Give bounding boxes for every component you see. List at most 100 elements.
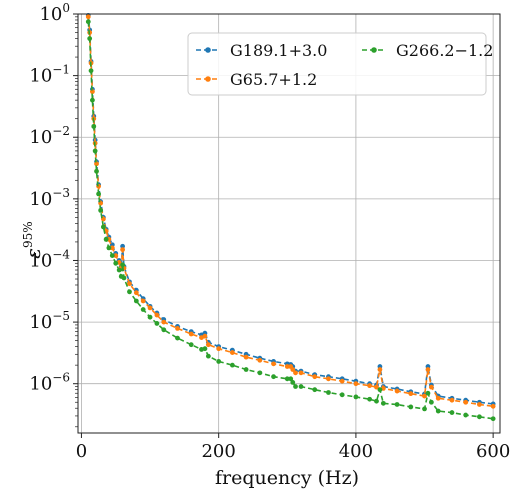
data-point — [435, 395, 441, 401]
data-point — [205, 353, 211, 359]
data-point — [425, 367, 431, 372]
data-point — [216, 346, 222, 352]
y-tick-label: 10−4 — [29, 247, 70, 271]
legend-entry: G266.2−1.2 — [362, 41, 493, 60]
data-point — [339, 392, 345, 398]
data-point — [353, 394, 359, 400]
data-point — [127, 289, 132, 295]
data-point — [121, 275, 127, 281]
data-point — [408, 404, 414, 410]
x-tick-label: 600 — [476, 441, 510, 462]
data-point — [271, 361, 276, 367]
data-point — [243, 367, 249, 372]
data-point — [339, 378, 345, 384]
legend-box — [187, 32, 487, 96]
y-axis-label-symbol: ε — [21, 248, 45, 259]
y-axis-label: ε95% — [21, 221, 45, 258]
data-point — [312, 387, 318, 393]
data-point — [367, 396, 373, 402]
legend-label: G266.2−1.2 — [396, 41, 493, 60]
data-point — [229, 350, 235, 355]
data-point — [216, 359, 222, 364]
data-point — [380, 400, 386, 406]
data-point — [147, 314, 153, 320]
data-point — [103, 236, 109, 242]
data-point — [288, 376, 294, 382]
data-point — [284, 364, 290, 369]
data-point — [175, 335, 180, 341]
data-point — [88, 68, 94, 74]
y-tick-label: 100 — [39, 1, 70, 25]
data-point — [94, 161, 99, 167]
data-point — [229, 362, 235, 368]
data-point — [109, 245, 115, 251]
data-point — [435, 408, 441, 414]
data-point — [293, 370, 298, 376]
data-point — [92, 148, 98, 154]
series-line — [87, 16, 494, 408]
data-point — [394, 402, 400, 407]
data-point — [449, 410, 455, 415]
data-point — [271, 374, 276, 380]
data-point — [326, 376, 331, 382]
data-point — [428, 399, 434, 405]
data-point — [133, 298, 139, 304]
data-point — [425, 390, 431, 396]
data-point — [257, 357, 263, 363]
data-point — [90, 97, 95, 103]
legend-label: G189.1+3.0 — [230, 41, 327, 60]
data-point — [377, 387, 383, 393]
data-point — [120, 243, 125, 249]
data-point — [205, 342, 211, 348]
legend-marker — [205, 76, 211, 82]
data-point — [477, 402, 482, 407]
data-point — [408, 391, 414, 397]
series-layer — [85, 12, 496, 422]
data-point — [106, 245, 112, 251]
x-tick-label: 0 — [76, 441, 87, 462]
data-point — [154, 321, 160, 326]
data-point — [298, 370, 304, 376]
data-point — [161, 319, 167, 325]
data-point — [422, 393, 427, 399]
data-point — [377, 367, 383, 372]
data-point — [312, 374, 318, 380]
data-point — [85, 19, 91, 25]
data-point — [91, 123, 97, 129]
legend-marker — [205, 47, 211, 53]
data-point — [161, 327, 167, 333]
legend-entry: G189.1+3.0 — [196, 41, 327, 60]
data-point — [96, 191, 101, 197]
data-point — [257, 370, 263, 376]
data-point — [147, 305, 153, 311]
data-point — [290, 367, 296, 372]
data-point — [367, 383, 373, 389]
x-axis-label: frequency (Hz) — [215, 467, 359, 489]
data-point — [284, 376, 290, 382]
series-3 — [85, 19, 496, 422]
data-point — [243, 354, 249, 360]
x-axis-ticks: 0 200 400 600 — [76, 433, 510, 462]
data-point — [490, 403, 496, 409]
y-axis-label-superscript: 95% — [21, 221, 35, 248]
data-point — [116, 267, 122, 273]
y-tick-label: 10−6 — [29, 371, 70, 395]
data-point — [127, 281, 132, 287]
data-point — [188, 331, 194, 337]
data-point — [133, 290, 139, 296]
data-point — [353, 381, 359, 387]
data-point — [154, 312, 160, 318]
data-point — [490, 416, 496, 422]
data-point — [449, 397, 455, 403]
legend: G189.1+3.0 G65.7+1.2 G266.2−1.2 — [187, 32, 493, 96]
data-point — [100, 224, 106, 230]
data-point — [394, 388, 400, 394]
data-point — [374, 384, 379, 390]
data-point — [422, 406, 427, 412]
data-point — [113, 260, 119, 266]
data-point — [428, 384, 434, 390]
y-tick-label: 10−5 — [29, 309, 70, 333]
data-point — [120, 247, 125, 253]
data-point — [290, 380, 296, 385]
